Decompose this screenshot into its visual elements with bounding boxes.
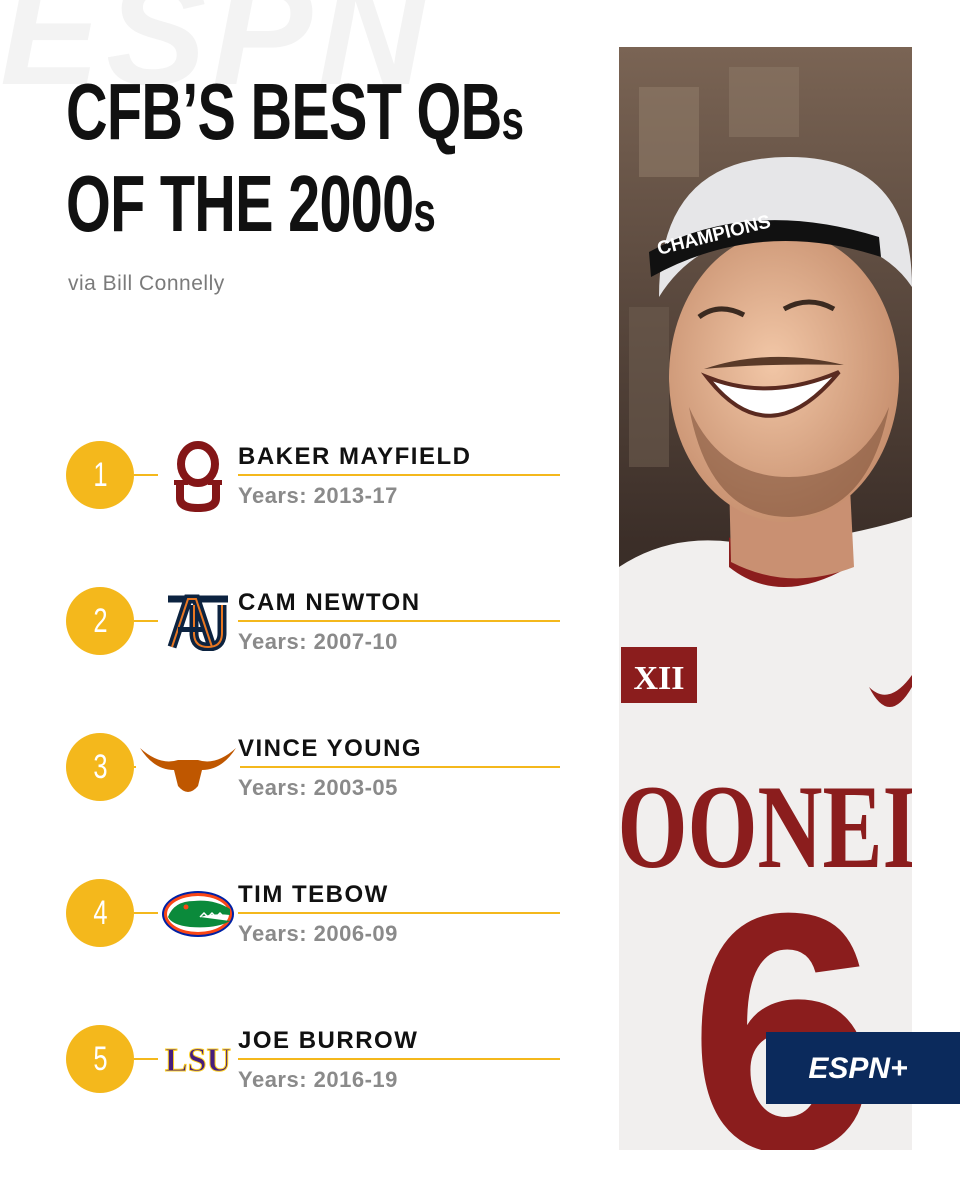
oklahoma-logo-icon	[158, 437, 238, 515]
player-photo: OONEI 6 XII CHAMPIONS	[619, 47, 912, 1150]
player-name: VINCE YOUNG	[238, 735, 423, 762]
svg-text:ESPN+: ESPN+	[808, 1052, 907, 1085]
list-item: 1 BAKER MAYFIELD Years: 2013-17	[66, 437, 566, 517]
player-name: JOE BURROW	[238, 1027, 419, 1054]
rank-badge: 2	[66, 587, 134, 655]
list-item: 2 CAM NEWTON Years: 2007-10	[66, 583, 566, 663]
rank-badge: 5	[66, 1025, 134, 1093]
divider	[134, 620, 560, 622]
list-item: 3 VINCE YOUNG Years: 2003-05	[66, 729, 566, 809]
divider	[134, 912, 560, 914]
background-watermark: ESPN	[0, 0, 433, 102]
divider	[134, 1058, 560, 1060]
rank-badge: 4	[66, 879, 134, 947]
rank-badge: 1	[66, 441, 134, 509]
player-name: TIM TEBOW	[238, 881, 389, 908]
source-credit: via Bill Connelly	[68, 272, 225, 295]
lsu-logo-icon: LSU	[158, 1021, 238, 1099]
player-years: Years: 2006-09	[238, 921, 398, 946]
divider	[134, 766, 560, 768]
player-years: Years: 2003-05	[238, 775, 398, 800]
rank-badge: 3	[66, 733, 134, 801]
list-item: 5 LSU JOE BURROW Years: 2016-19	[66, 1021, 566, 1101]
florida-gator-logo-icon	[158, 875, 238, 953]
player-years: Years: 2013-17	[238, 483, 398, 508]
svg-text:LSU: LSU	[165, 1042, 231, 1079]
page-title: CFB’S BEST QBs OF THE 2000s	[66, 67, 524, 248]
svg-text:OONEI: OONEI	[619, 760, 912, 894]
player-years: Years: 2007-10	[238, 629, 398, 654]
espn-plus-logo: ESPN+	[766, 1032, 960, 1104]
player-years: Years: 2016-19	[238, 1067, 398, 1092]
list-item: 4 TIM TEBOW Years: 2006-09	[66, 875, 566, 955]
svg-text:XII: XII	[633, 660, 684, 697]
divider	[134, 474, 560, 476]
texas-longhorn-logo-icon	[136, 729, 240, 807]
player-name: CAM NEWTON	[238, 589, 421, 616]
player-name: BAKER MAYFIELD	[238, 443, 472, 470]
auburn-logo-icon	[158, 583, 238, 661]
